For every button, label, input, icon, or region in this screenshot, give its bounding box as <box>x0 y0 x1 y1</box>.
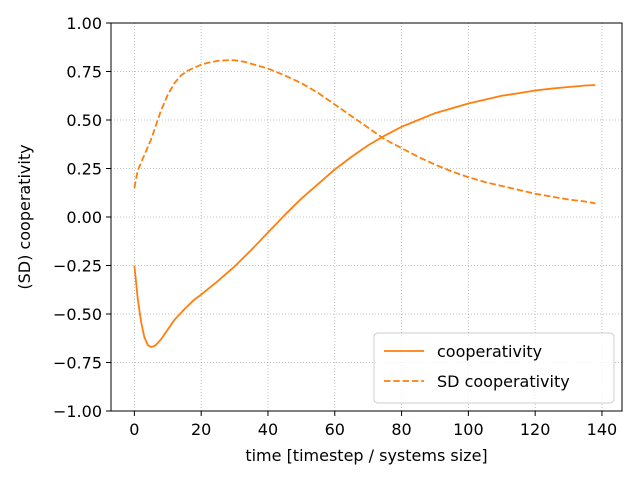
legend-box <box>373 332 615 404</box>
x-tick-label: 120 <box>520 420 551 439</box>
x-tick-label: 60 <box>325 420 345 439</box>
y-tick-label: 0.75 <box>66 63 102 82</box>
y-tick-label: −0.75 <box>53 354 102 373</box>
legend-label: SD cooperativity <box>437 372 570 391</box>
y-tick-label: −1.00 <box>53 402 102 421</box>
series-line-cooperativity <box>133 84 596 348</box>
series-layer <box>133 59 596 348</box>
y-tick-label: −0.50 <box>53 305 102 324</box>
y-tick-label: 0.25 <box>66 160 102 179</box>
x-tick-label: 40 <box>258 420 278 439</box>
y-axis-label: (SD) cooperativity <box>15 144 34 289</box>
y-tick-label: −0.25 <box>53 257 102 276</box>
x-axis-label: time [timestep / systems size] <box>245 446 487 465</box>
x-tick-label: 100 <box>453 420 484 439</box>
x-tick-label: 140 <box>587 420 618 439</box>
ticks: 0 20 40 60 80 100 120 140 −1.00 −0.75 −0.50 −0.25 0.… <box>53 14 617 439</box>
x-tick-label: 80 <box>391 420 411 439</box>
y-tick-label: 0.50 <box>66 111 102 130</box>
x-tick-label: 0 <box>129 420 139 439</box>
x-tick-label: 20 <box>191 420 211 439</box>
legend: cooperativity SD cooperativity <box>373 332 615 404</box>
series-line-sd-cooperativity <box>133 59 596 205</box>
y-tick-label: 0.00 <box>66 208 102 227</box>
legend-label: cooperativity <box>437 342 542 361</box>
y-tick-label: 1.00 <box>66 14 102 33</box>
